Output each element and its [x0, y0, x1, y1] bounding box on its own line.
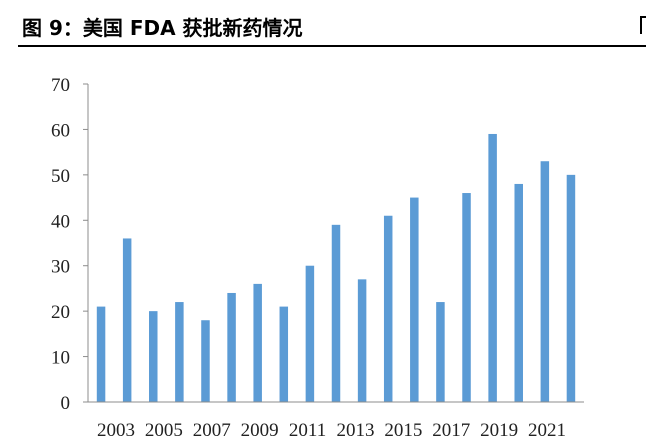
bar-2010	[279, 306, 289, 402]
y-tick-label-60: 60	[51, 120, 70, 141]
bar-2017	[462, 193, 471, 402]
axes-group	[83, 83, 584, 403]
bar-2016	[436, 302, 445, 402]
bars-group	[96, 133, 576, 402]
x-tick-label-2019: 2019	[480, 420, 518, 440]
x-tick-label-2017: 2017	[432, 420, 470, 440]
bar-2011	[305, 265, 315, 402]
bar-2013	[357, 279, 367, 402]
bar-2019	[514, 183, 523, 402]
x-tick-label-2005: 2005	[145, 420, 183, 440]
bar-2020	[540, 161, 550, 402]
y-tick-labels: 0 10 20 30 40 50 60 70	[51, 75, 70, 414]
x-tick-label-2013: 2013	[336, 420, 374, 440]
bar-2018	[488, 133, 497, 402]
title-divider	[18, 45, 646, 47]
x-tick-label-2015: 2015	[384, 420, 422, 440]
bar-2005	[149, 311, 158, 402]
bar-2007	[201, 320, 210, 402]
y-tick-label-10: 10	[51, 348, 70, 369]
bar-2006	[175, 302, 184, 402]
bar-2009	[253, 283, 262, 402]
x-tick-label-2007: 2007	[193, 420, 231, 440]
y-tick-label-40: 40	[51, 211, 70, 232]
x-tick-label-2009: 2009	[241, 420, 279, 440]
y-tick-label-50: 50	[51, 166, 70, 187]
corner-mark	[640, 16, 646, 34]
x-tick-label-2021: 2021	[528, 420, 566, 440]
y-tick-label-0: 0	[61, 393, 71, 414]
figure-title: 图 9：美国 FDA 获批新药情况	[22, 16, 303, 40]
x-tick-labels: 2003 2005 2007 2009 2011 2013 2015 2017 2019 2021	[97, 420, 566, 440]
bar-2021	[566, 174, 576, 402]
bar-2004	[122, 238, 132, 402]
bar-2014	[383, 215, 393, 402]
bar-2015	[410, 197, 419, 402]
y-tick-label-70: 70	[51, 75, 70, 96]
y-tick-label-20: 20	[51, 302, 70, 323]
x-tick-label-2011: 2011	[289, 420, 326, 440]
bar-2003	[96, 306, 106, 402]
bar-2012	[331, 224, 341, 402]
bar-2008	[227, 292, 236, 402]
y-tick-label-30: 30	[51, 257, 70, 278]
x-tick-label-2003: 2003	[97, 420, 135, 440]
